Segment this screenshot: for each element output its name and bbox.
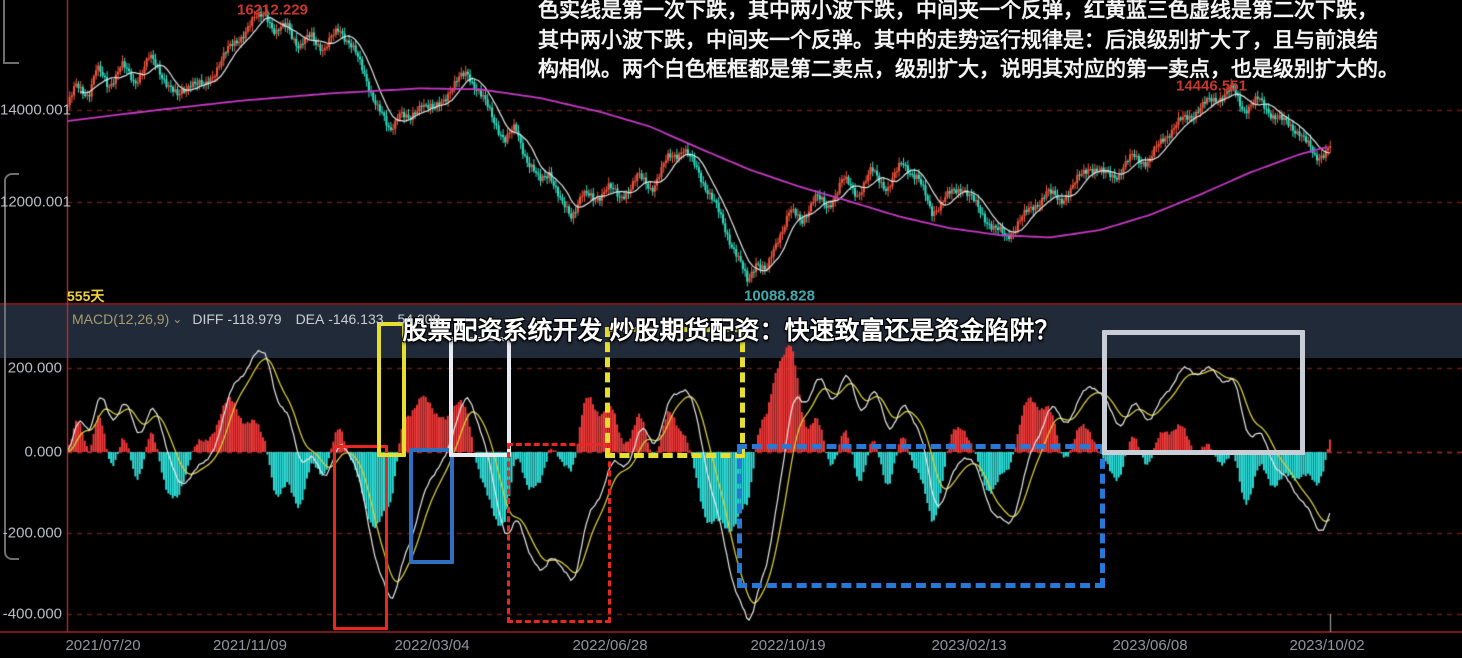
- x-axis-date: 2022/10/19: [750, 637, 826, 654]
- blue-dashed-box: [737, 444, 1105, 588]
- price-annotation: 16212.229: [237, 1, 308, 19]
- dea-readout: DEA -146.133: [295, 311, 384, 327]
- x-axis-date: 2023/10/02: [1289, 637, 1365, 654]
- x-axis-date: 2022/03/04: [394, 637, 470, 654]
- left-scroll-bracket-top: [3, 0, 19, 64]
- red-dashed-box: [507, 443, 611, 623]
- red-solid-box: [333, 445, 388, 630]
- macd-value-readout: 54.208: [397, 311, 441, 327]
- annotation-line-3: 构相似。两个白色框框都是第二卖点，级别扩大，说明其对应的第一卖点，也是级别扩大的…: [538, 58, 1399, 81]
- x-axis-date: 2022/06/28: [572, 637, 648, 654]
- page-title: 股票配资系统开发 炒股期货配资：快速致富还是资金陷阱？: [402, 317, 1060, 345]
- x-axis-date: 2023/02/13: [931, 637, 1007, 654]
- price-annotation: 10088.828: [744, 287, 815, 305]
- price-axis-tick: 14000.001: [0, 101, 71, 119]
- macd-axis-tick: 0.000: [24, 443, 62, 461]
- yellow-dashed-box: [605, 327, 745, 458]
- price-annotation: 14446.551: [1176, 77, 1247, 95]
- white-solid-box-2: [1102, 330, 1305, 455]
- chevron-down-icon[interactable]: ⌄: [172, 312, 183, 326]
- macd-axis-tick: -400.000: [2, 605, 62, 623]
- white-solid-box-1: [449, 337, 511, 457]
- x-axis-date: 2021/07/20: [65, 637, 141, 654]
- annotation-line-1: 色实线是第一次下跌，其中两小波下跌，中间夹一个反弹，红黄蓝三色虚线是第二次下跌，: [538, 0, 1378, 22]
- macd-axis-tick: 200.000: [7, 359, 62, 377]
- price-axis-tick: 12000.001: [0, 193, 71, 211]
- x-axis-date: 2023/06/08: [1112, 637, 1188, 654]
- macd-indicator-selector[interactable]: MACD(12,26,9): [72, 311, 170, 327]
- macd-axis-tick: -200.000: [2, 524, 62, 542]
- yellow-solid-box: [377, 322, 406, 457]
- annotation-line-2: 其中两小波下跌，中间夹一个反弹。其中的走势运行规律是：后浪级别扩大了，且与前浪结: [538, 28, 1378, 52]
- macd-header: MACD(12,26,9) ⌄ DIFF -118.979 DEA -146.1…: [72, 309, 454, 329]
- annotation-paragraph: 色实线是第一次下跌，其中两小波下跌，中间夹一个反弹，红黄蓝三色虚线是第二次下跌，…: [538, 0, 1460, 85]
- left-scroll-bracket[interactable]: [4, 173, 19, 560]
- x-axis-date: 2021/11/09: [213, 637, 287, 654]
- diff-readout: DIFF -118.979: [192, 311, 282, 327]
- blue-solid-box: [409, 448, 454, 564]
- period-label: 555天: [67, 288, 105, 304]
